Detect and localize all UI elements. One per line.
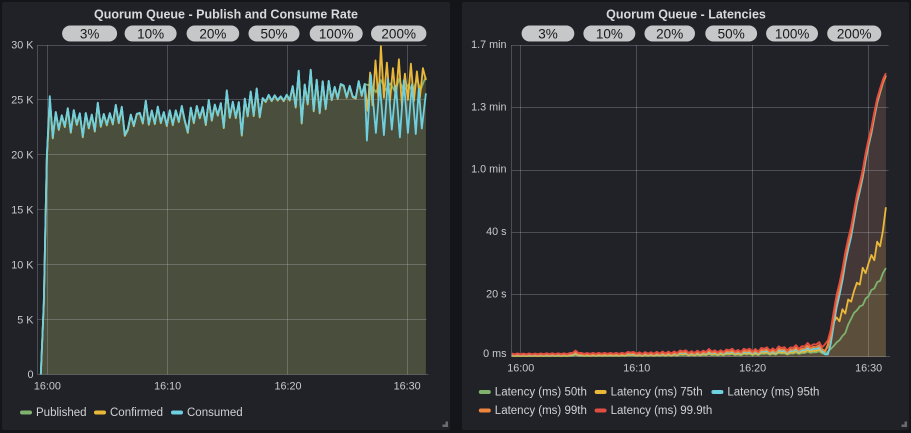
svg-text:50%: 50% xyxy=(718,27,745,42)
svg-text:Confirmed: Confirmed xyxy=(110,407,163,419)
svg-text:Quorum Queue - Latencies: Quorum Queue - Latencies xyxy=(606,8,766,22)
svg-text:16:30: 16:30 xyxy=(394,381,421,393)
svg-text:Latency (ms) 95th: Latency (ms) 95th xyxy=(727,387,819,399)
svg-text:16:10: 16:10 xyxy=(623,363,650,375)
svg-text:25 K: 25 K xyxy=(11,95,34,107)
svg-text:16:00: 16:00 xyxy=(34,381,61,393)
svg-text:100%: 100% xyxy=(775,27,810,42)
svg-text:Published: Published xyxy=(36,407,87,419)
svg-text:40 s: 40 s xyxy=(486,226,507,238)
svg-text:5 K: 5 K xyxy=(17,314,34,326)
svg-text:16:20: 16:20 xyxy=(274,381,301,393)
svg-text:50%: 50% xyxy=(260,27,287,42)
svg-text:20%: 20% xyxy=(199,27,226,42)
svg-text:20%: 20% xyxy=(656,27,683,42)
svg-text:10%: 10% xyxy=(137,27,164,42)
svg-text:10%: 10% xyxy=(596,27,623,42)
svg-text:1.3 min: 1.3 min xyxy=(471,101,506,113)
svg-text:0: 0 xyxy=(27,369,33,381)
svg-text:Latency (ms) 50th: Latency (ms) 50th xyxy=(495,387,587,399)
svg-text:15 K: 15 K xyxy=(11,204,34,216)
svg-text:20 K: 20 K xyxy=(11,150,34,162)
svg-text:0 ms: 0 ms xyxy=(483,348,507,360)
svg-text:1.0 min: 1.0 min xyxy=(471,164,506,176)
svg-text:1.7 min: 1.7 min xyxy=(471,39,506,51)
svg-text:16:30: 16:30 xyxy=(855,363,882,375)
svg-text:16:20: 16:20 xyxy=(739,363,766,375)
svg-text:200%: 200% xyxy=(381,27,416,42)
svg-text:3%: 3% xyxy=(538,27,558,42)
svg-text:3%: 3% xyxy=(80,27,100,42)
svg-text:Quorum Queue - Publish and Con: Quorum Queue - Publish and Consume Rate xyxy=(94,8,358,22)
svg-text:Consumed: Consumed xyxy=(187,407,243,419)
svg-text:Latency (ms) 99th: Latency (ms) 99th xyxy=(495,405,587,417)
svg-text:10 K: 10 K xyxy=(11,259,34,271)
svg-text:20 s: 20 s xyxy=(486,289,507,301)
svg-text:200%: 200% xyxy=(837,27,872,42)
svg-text:100%: 100% xyxy=(319,27,354,42)
svg-text:Latency (ms) 99.9th: Latency (ms) 99.9th xyxy=(611,405,713,417)
svg-text:16:10: 16:10 xyxy=(154,381,181,393)
svg-text:Latency (ms) 75th: Latency (ms) 75th xyxy=(611,387,703,399)
svg-text:30 K: 30 K xyxy=(11,40,34,52)
svg-text:16:00: 16:00 xyxy=(507,363,534,375)
